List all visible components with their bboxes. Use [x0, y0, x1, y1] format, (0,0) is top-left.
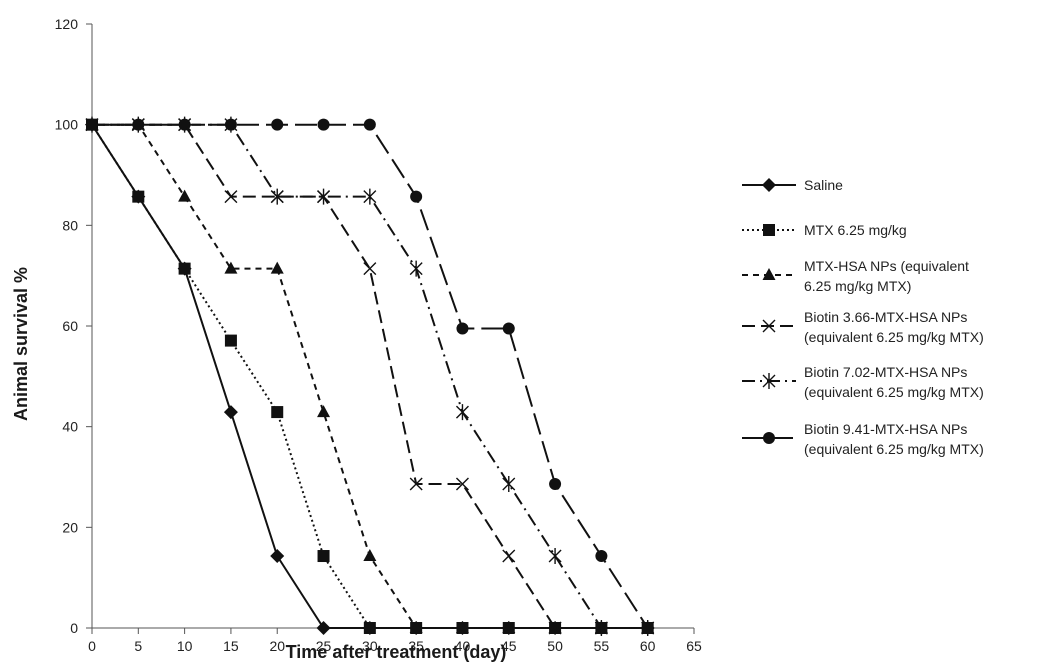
asterisk-marker: [502, 476, 516, 493]
legend-label: (equivalent 6.25 mg/kg MTX): [804, 384, 984, 400]
triangle-marker: [502, 621, 516, 633]
diamond-marker: [762, 178, 776, 192]
x-tick-label: 35: [408, 638, 424, 654]
circle-marker: [410, 190, 423, 203]
x-tick-label: 40: [455, 638, 471, 654]
legend-label: Biotin 7.02-MTX-HSA NPs: [804, 364, 967, 380]
circle-marker: [549, 478, 562, 491]
triangle-marker: [317, 405, 331, 418]
legend-label: Saline: [804, 177, 843, 193]
axes: 0 20 40 60 80 100 120 0 5 10 15 20 25 30 35 40 45 50 55 60 6…: [55, 16, 702, 654]
x-tick-label: 50: [547, 638, 563, 654]
legend-item: Biotin 9.41-MTX-HSA NPs (equivalent 6.25 …: [742, 421, 984, 457]
x-marker: [455, 477, 469, 491]
circle-marker: [502, 322, 515, 335]
square-marker: [178, 262, 191, 275]
triangle-marker: [455, 621, 469, 633]
legend-label: Biotin 3.66-MTX-HSA NPs: [804, 309, 967, 325]
x-tick-label: 0: [88, 638, 96, 654]
circle-marker: [317, 118, 330, 131]
square-marker: [763, 224, 775, 236]
triangle-marker: [409, 621, 423, 633]
triangle-marker: [224, 261, 238, 274]
circle-marker: [132, 118, 145, 131]
circle-marker: [86, 118, 98, 131]
legend-label: 6.25 mg/kg MTX): [804, 278, 911, 294]
circle-marker: [595, 550, 608, 563]
triangle-marker: [762, 268, 776, 280]
x-tick-label: 20: [269, 638, 285, 654]
legend-label: Biotin 9.41-MTX-HSA NPs: [804, 421, 967, 437]
legend-item: MTX-HSA NPs (equivalent 6.25 mg/kg MTX): [742, 258, 969, 294]
x-tick-label: 65: [686, 638, 702, 654]
x-tick-label: 25: [316, 638, 332, 654]
x-tick-label: 15: [223, 638, 239, 654]
legend-item: Biotin 3.66-MTX-HSA NPs (equivalent 6.25 …: [742, 309, 984, 345]
y-tick-label: 20: [62, 519, 78, 535]
asterisk-marker: [270, 188, 284, 205]
circle-marker: [363, 118, 376, 131]
y-tick-label: 80: [62, 217, 78, 233]
triangle-marker: [270, 261, 284, 274]
legend-label: MTX 6.25 mg/kg: [804, 222, 907, 238]
x-tick-label: 45: [501, 638, 517, 654]
circle-marker: [456, 322, 469, 335]
square-marker: [271, 406, 284, 419]
x-marker: [502, 549, 516, 563]
asterisk-marker: [317, 188, 331, 205]
asterisk-marker: [762, 373, 776, 389]
x-axis-title: Time after treatment (day): [286, 642, 507, 662]
square-marker: [132, 190, 145, 203]
x-tick-label: 10: [177, 638, 193, 654]
legend: Saline MTX 6.25 mg/kg MTX-HSA NPs (equival…: [742, 177, 984, 457]
y-tick-label: 60: [62, 318, 78, 334]
y-axis-title: Animal survival %: [11, 267, 31, 421]
diamond-marker: [270, 549, 285, 564]
y-tick-label: 0: [70, 620, 78, 636]
x-tick-label: 60: [640, 638, 656, 654]
circle-marker: [271, 118, 284, 131]
series-6: [86, 118, 654, 634]
circle-marker: [763, 432, 775, 444]
triangle-marker: [178, 189, 192, 202]
diamond-marker: [223, 405, 238, 420]
x-marker: [762, 319, 776, 333]
triangle-marker: [363, 549, 377, 562]
legend-label: (equivalent 6.25 mg/kg MTX): [804, 329, 984, 345]
asterisk-marker: [455, 404, 469, 421]
x-marker: [224, 190, 238, 204]
plot-area: [85, 116, 655, 636]
diamond-marker: [316, 621, 331, 635]
x-marker: [548, 621, 562, 635]
legend-label: MTX-HSA NPs (equivalent: [804, 258, 969, 274]
asterisk-marker: [548, 548, 562, 565]
x-tick-label: 30: [362, 638, 378, 654]
y-tick-label: 120: [55, 16, 79, 32]
y-tick-label: 100: [55, 117, 79, 133]
legend-item: MTX 6.25 mg/kg: [742, 222, 907, 238]
x-marker: [363, 262, 377, 276]
asterisk-marker: [409, 260, 423, 277]
x-tick-label: 5: [134, 638, 142, 654]
legend-label: (equivalent 6.25 mg/kg MTX): [804, 441, 984, 457]
square-marker: [224, 334, 237, 347]
y-tick-label: 40: [62, 419, 78, 435]
circle-marker: [641, 622, 654, 634]
x-tick-label: 55: [594, 638, 610, 654]
legend-item: Saline: [742, 177, 843, 193]
square-marker: [317, 550, 330, 563]
legend-item: Biotin 7.02-MTX-HSA NPs (equivalent 6.25 …: [742, 364, 984, 400]
asterisk-marker: [594, 620, 608, 636]
circle-marker: [178, 118, 191, 131]
square-marker: [363, 622, 376, 634]
triangle-marker: [548, 621, 562, 633]
circle-marker: [224, 118, 237, 131]
asterisk-marker: [363, 188, 377, 205]
x-marker: [409, 477, 423, 491]
